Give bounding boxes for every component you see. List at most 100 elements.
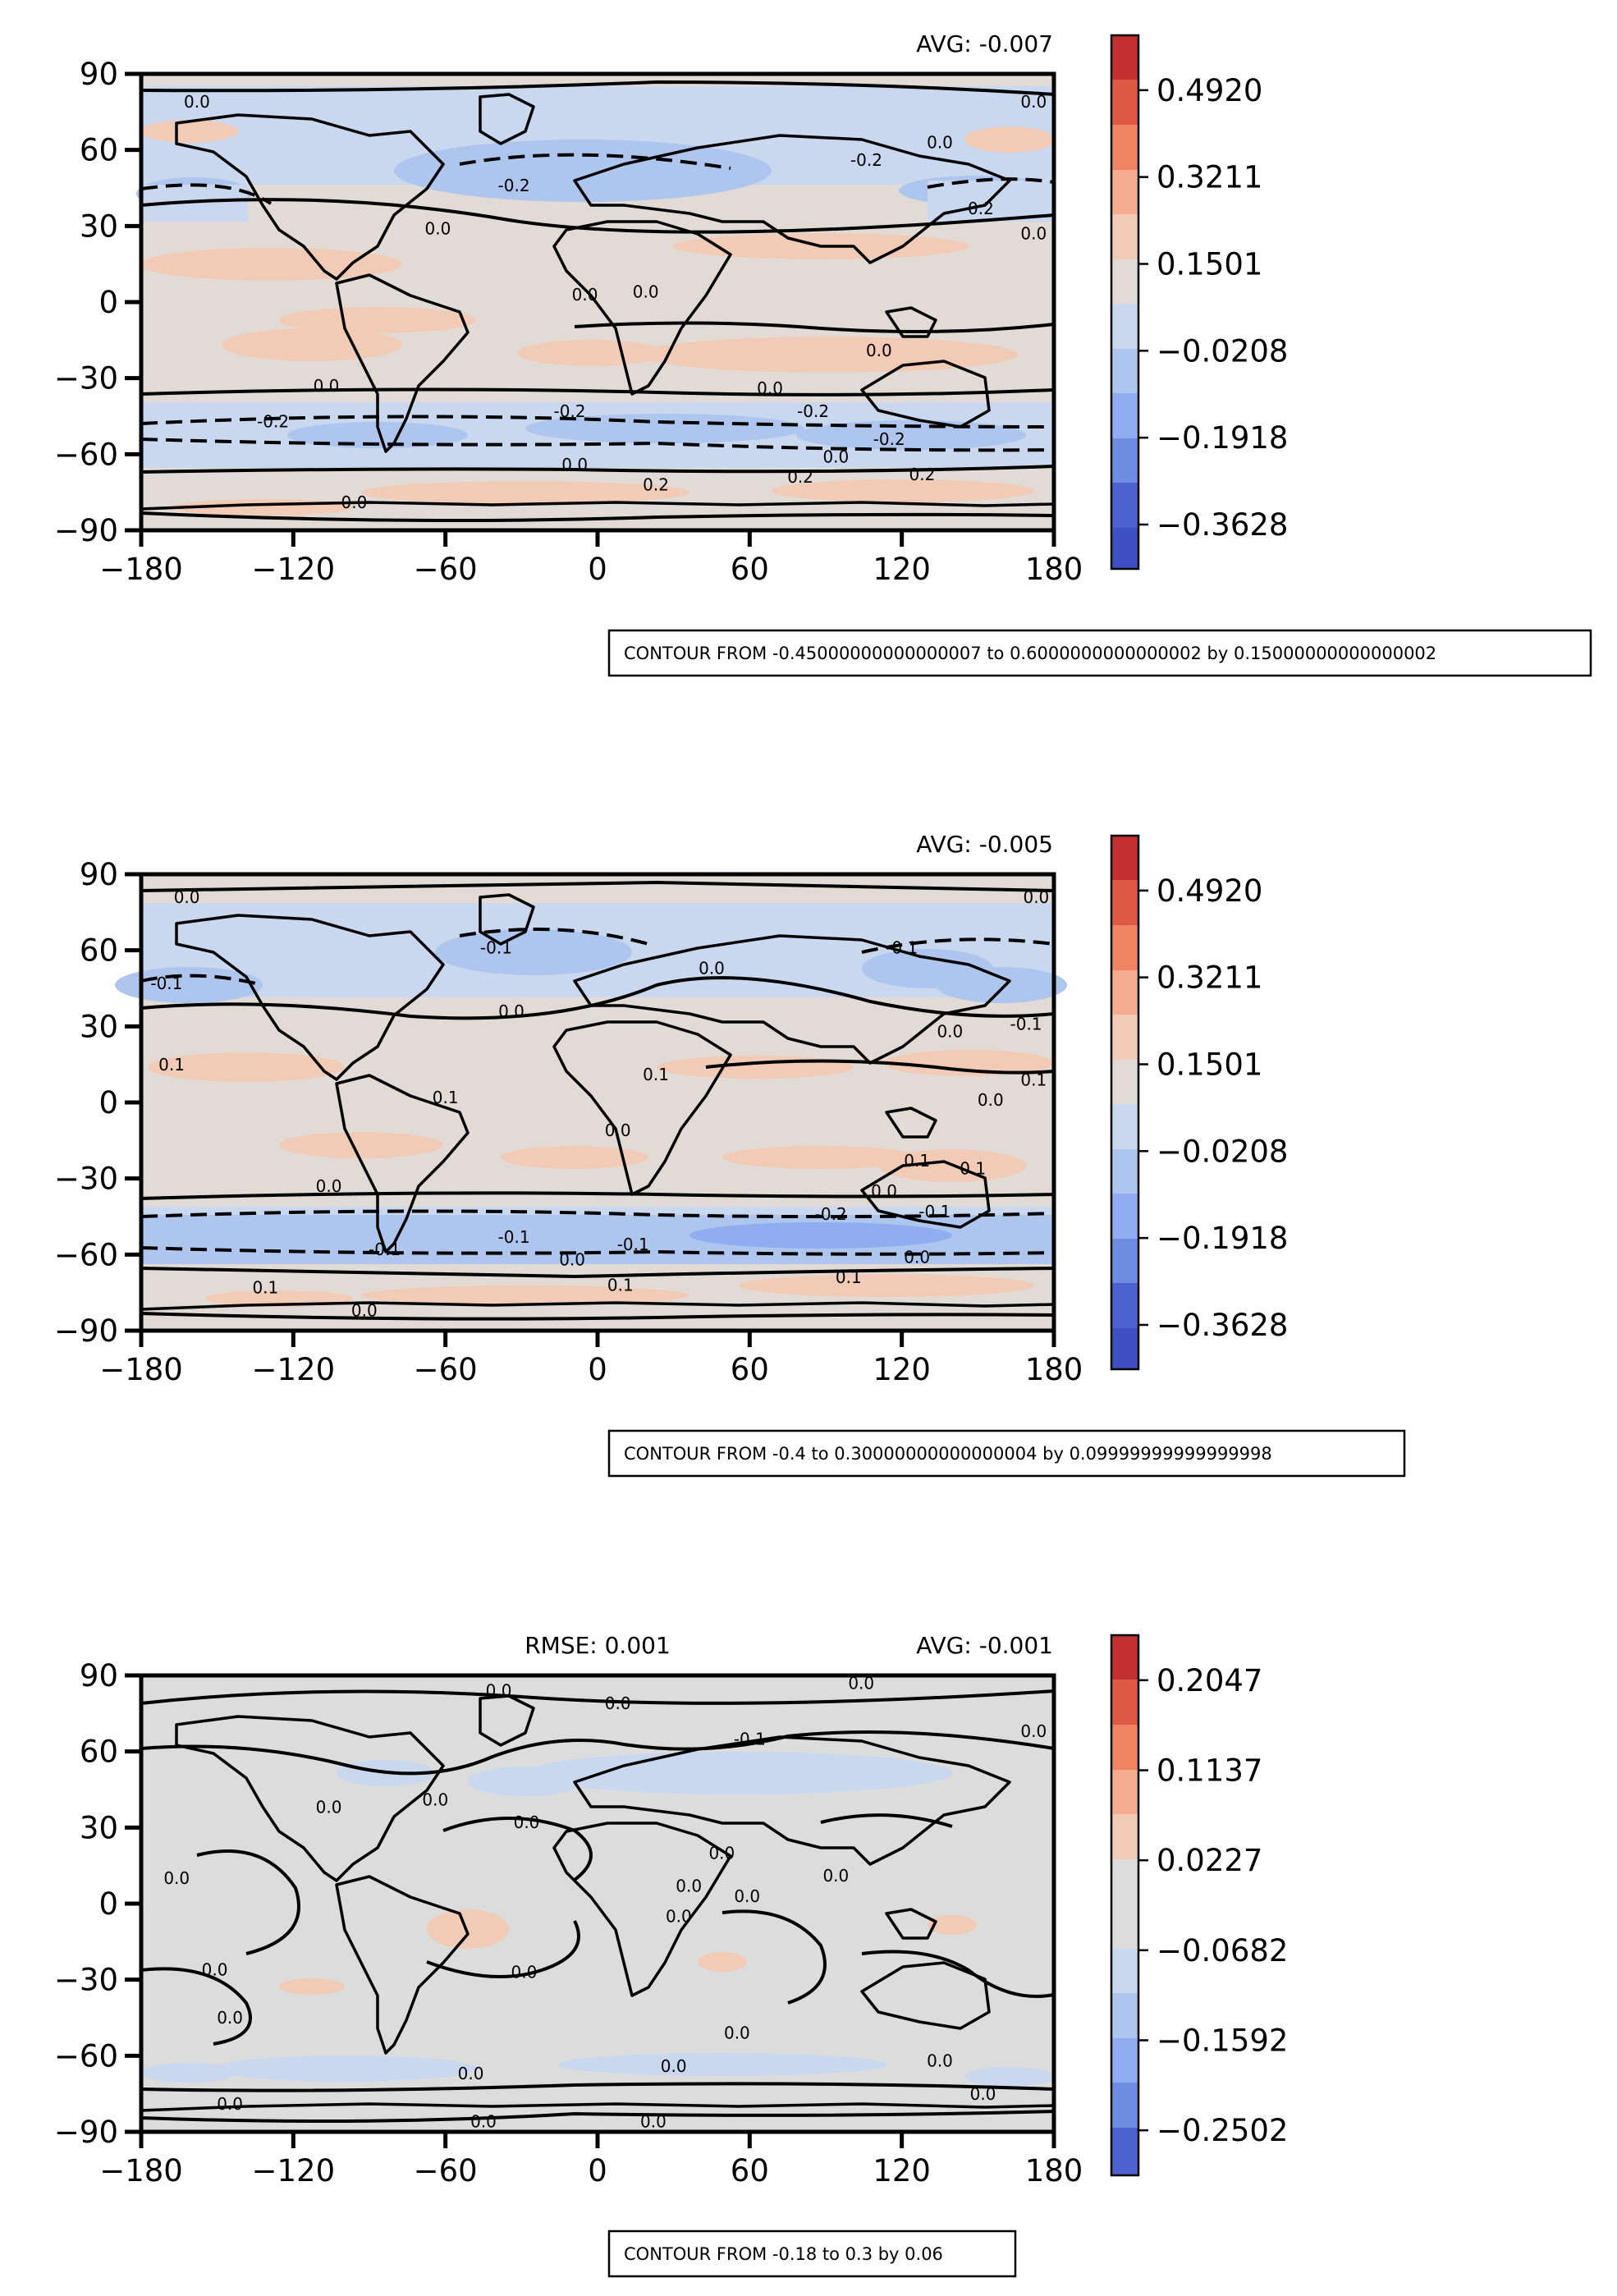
panel-1-contour-label: 0.2 [909,465,935,484]
panel-2-contour-label: -0.1 [886,938,918,958]
panel-1-contour-label: -0.2 [850,150,882,170]
panel-3-y-tick-label: 30 [80,1810,118,1845]
panel-2-contour-label: 0.1 [904,1151,930,1171]
panel-3-contour-label: 0.0 [458,2064,484,2083]
panel-3-x-tick-label: 0 [588,2153,607,2188]
panel-1-colorbar: 0.4920 0.3211 0.1501 −0.0208 −0.1918 −0.3628 [1110,34,1288,571]
panel-3-contour-label: 0.0 [486,1681,512,1701]
panel-1-y-tick-label: 90 [80,57,118,92]
panel-3-y-tick-label: −60 [54,2038,118,2074]
panel-2-contour-lines [140,880,1055,1321]
panel-2-contour-label: 0.1 [252,1278,278,1298]
panel-2-contour-label: 0.0 [1023,887,1049,907]
panel-1-contour-label: 0.0 [1020,92,1047,112]
panel-1-contour-labels: 0.0 -0.2 0.0 -0.2 -0.2 0.0 0.0 0.0 0.0 0.0 0.0 0.0 0… [184,92,1047,512]
panel-2-contour-label: -0.1 [1010,1014,1042,1033]
panel-2-y-tick-label: 60 [80,933,118,969]
panel-2-x-tick-label: 60 [731,1352,769,1387]
panel-1-y-tick-label: 0 [98,285,118,320]
panel-2-contour-label: 0.1 [1020,1070,1047,1089]
panel-2-colorbar: 0.4920 0.3211 0.1501 −0.0208 −0.1918 −0.3628 [1110,834,1288,1371]
panel-3-contour-label: -0.1 [734,1729,766,1748]
panel-2-colorbar-label: −0.3628 [1157,1308,1288,1343]
panel-1-map: 0.0 -0.2 0.0 -0.2 -0.2 0.0 0.0 0.0 0.0 0.0 0.0 0.0 0… [136,71,1056,533]
panel-1-contour-label: 0.0 [866,341,892,360]
panel-2-x-tick-label: 180 [1025,1352,1083,1387]
panel-3-y-tick-label: 0 [98,1886,118,1922]
panel-3-contour-label: 0.0 [217,2094,243,2114]
panel-3-contour-note-box: CONTOUR FROM -0.18 to 0.3 by 0.06 [607,2230,1017,2278]
panel-2-contour-note-box: CONTOUR FROM -0.4 to 0.30000000000000004… [607,1429,1406,1478]
panel-3-contour-label: 0.0 [640,2112,666,2132]
panel-3-contour-note: CONTOUR FROM -0.18 to 0.3 by 0.06 [624,2244,943,2264]
panel-2-contour-label: -0.2 [815,1204,847,1224]
panel-1-colorbar-label: −0.3628 [1157,507,1288,543]
panel-2-title-right: AVG: -0.005 [916,831,1053,858]
panel-2-y-tick-label: −30 [54,1162,118,1197]
panel-1-title-right: AVG: -0.007 [916,30,1053,57]
panel-1-contour-label: -0.2 [962,199,994,218]
panel-2-contour-label: 0.1 [607,1275,634,1295]
panel-2-y-tick-label: 90 [80,857,118,892]
panel-2-y-tick-label: −60 [54,1237,118,1272]
panel-2-contour-label: 0.0 [316,1176,342,1196]
panel-2-x-tick-label: 0 [588,1352,607,1387]
panel-1-contour-label: 0.2 [643,474,669,494]
panel-3-colorbar-label: 0.2047 [1157,1663,1262,1698]
panel-2-colorbar-label: −0.1918 [1157,1221,1288,1256]
panel-3-contour-label: 0.0 [724,2023,750,2043]
panel-2-x-tick-label: −120 [252,1352,336,1387]
panel-3-x-tick-label: −60 [414,2153,478,2188]
panel-1-y-tick-label: −60 [54,437,118,472]
panel-2-coastlines [140,893,1055,1311]
panel-3-x-tick-label: 180 [1025,2153,1083,2188]
panel-2-x-tick-label: −180 [99,1352,183,1387]
panel-3-colorbar-label: −0.2502 [1157,2113,1288,2148]
panel-1-x-tick-label: −120 [252,552,336,587]
panel-3-contour-label: 0.0 [422,1790,448,1809]
panel-2-contour-note: CONTOUR FROM -0.4 to 0.30000000000000004… [624,1444,1272,1464]
panel-2-y-tick-label: −90 [54,1313,118,1349]
panel-3-y-tick-label: −30 [54,1963,118,1998]
panel-2-contour-label: 0.0 [605,1121,631,1140]
panel-2-x-tick-label: −60 [414,1352,478,1387]
panel-1-x-tick-label: 180 [1025,552,1083,587]
panel-1-x-tick-label: 60 [731,552,769,587]
panel-1-contour-lines [140,80,1055,522]
panel-3-contour-label: 0.0 [514,1813,540,1832]
panel-2-y-tick-label: 0 [98,1085,118,1121]
panel-1-colorbar-label: −0.0208 [1157,333,1288,369]
panel-3-contour-label: 0.0 [202,1959,228,1979]
panel-1-y-tick-label: 30 [80,209,118,244]
panel-1-contour-label: 0.0 [822,447,849,467]
panel-2-contour-label: -0.1 [369,1240,401,1259]
panel-3-x-tick-label: −180 [99,2153,183,2188]
panel-1-colorbar-label: 0.3211 [1157,160,1262,195]
panel-2-contour-labels: 0.0 -0.1 -0.1 0.0 0.0 -0.1 0.0 -0.1 0.0 0.1 0.1 0.1… [150,887,1049,1320]
panel-3-contour-label: 0.0 [316,1798,342,1817]
panel-1-contour-label: 0.0 [184,92,210,112]
panel-1-coastlines [140,93,1055,511]
panel-2-contour-label: -0.1 [480,938,512,958]
panel-1-contour-label: -0.2 [554,401,586,421]
panel-3: RMSE: 0.001 AVG: -0.001 [54,1632,1288,2278]
panel-1-contour-label: 0.0 [572,285,598,305]
panel-1-contour-label: -0.2 [498,176,530,195]
panel-3-contour-label: 0.0 [470,2112,497,2132]
panel-1-contour-label: 0.0 [314,376,340,396]
panel-3-contour-label: 0.0 [661,2056,687,2076]
panel-1-contour-note-box: CONTOUR FROM -0.45000000000000007 to 0.6… [607,629,1592,677]
panel-2-y-tick-label: 30 [80,1009,118,1044]
panel-1-contour-label: 0.2 [787,467,813,487]
panel-1-contour-label: -0.2 [257,411,289,431]
panel-1-y-tick-label: −90 [54,513,118,548]
panel-2-contour-label: 0.1 [643,1065,669,1084]
panel-3-y-tick-label: −90 [54,2115,118,2150]
panel-1-contour-label: -0.2 [797,401,829,421]
panel-3-colorbar-label: 0.1137 [1157,1753,1262,1789]
panel-1-colorbar-label: −0.1918 [1157,420,1288,456]
panel-1-contour-label: 0.0 [927,132,953,152]
panel-1-contour-label: 0.0 [561,455,588,474]
panel-2-contour-label: 0.0 [174,887,200,907]
